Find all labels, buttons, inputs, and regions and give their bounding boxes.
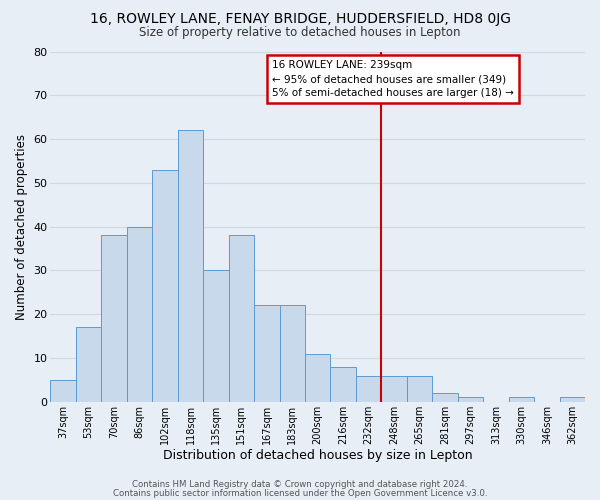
Text: Size of property relative to detached houses in Lepton: Size of property relative to detached ho…: [139, 26, 461, 39]
Bar: [254, 306, 280, 402]
Text: Contains public sector information licensed under the Open Government Licence v3: Contains public sector information licen…: [113, 488, 487, 498]
Bar: [203, 270, 229, 402]
Bar: [50, 380, 76, 402]
Bar: [407, 376, 432, 402]
Bar: [356, 376, 382, 402]
Y-axis label: Number of detached properties: Number of detached properties: [15, 134, 28, 320]
Bar: [101, 236, 127, 402]
Bar: [509, 398, 534, 402]
Bar: [127, 226, 152, 402]
Text: Contains HM Land Registry data © Crown copyright and database right 2024.: Contains HM Land Registry data © Crown c…: [132, 480, 468, 489]
X-axis label: Distribution of detached houses by size in Lepton: Distribution of detached houses by size …: [163, 450, 473, 462]
Bar: [382, 376, 407, 402]
Bar: [432, 393, 458, 402]
Bar: [560, 398, 585, 402]
Bar: [305, 354, 331, 402]
Text: 16, ROWLEY LANE, FENAY BRIDGE, HUDDERSFIELD, HD8 0JG: 16, ROWLEY LANE, FENAY BRIDGE, HUDDERSFI…: [89, 12, 511, 26]
Text: 16 ROWLEY LANE: 239sqm
← 95% of detached houses are smaller (349)
5% of semi-det: 16 ROWLEY LANE: 239sqm ← 95% of detached…: [272, 60, 514, 98]
Bar: [331, 367, 356, 402]
Bar: [229, 236, 254, 402]
Bar: [152, 170, 178, 402]
Bar: [280, 306, 305, 402]
Bar: [178, 130, 203, 402]
Bar: [458, 398, 483, 402]
Bar: [76, 328, 101, 402]
